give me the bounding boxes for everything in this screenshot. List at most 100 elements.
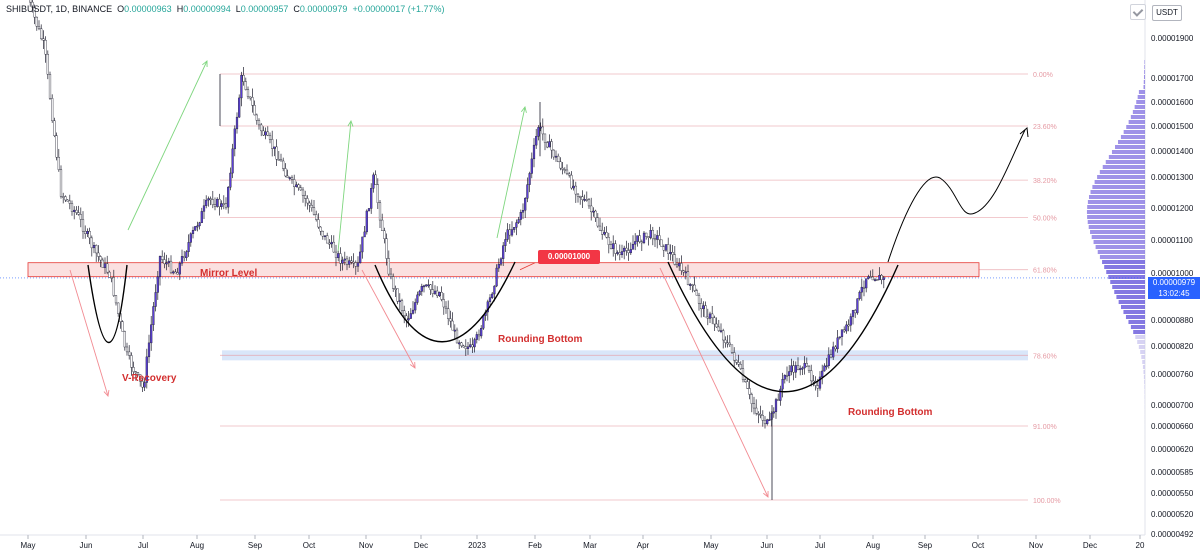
candle-body [383,230,386,239]
candle-body [768,419,771,421]
candle-body [134,371,137,374]
candle-body [297,184,300,188]
candle-body [425,284,428,287]
currency-unit-button[interactable]: USDT [1152,5,1182,21]
candle-body [242,75,245,82]
candle-body [807,365,811,371]
volume-profile-bar [1143,85,1145,89]
candle-body [843,329,846,332]
candle-body [139,374,142,382]
rounding-bottom-label-1: Rounding Bottom [498,334,583,345]
price-tick-label: 0.00000520 [1151,510,1194,519]
volume-profile-bar [1102,165,1145,169]
candle-body [46,54,49,75]
candle-body [772,411,775,414]
candle-body [858,291,861,299]
symbol-name[interactable]: SHIBUSDT [6,4,51,14]
candle-body [517,219,520,223]
candle-body [400,300,404,311]
candle-body [130,355,133,368]
candle-body [244,81,247,90]
candle-body [774,399,778,412]
candle-body [277,159,280,161]
candle-body [361,236,364,253]
candle-body [154,292,157,307]
candle-body [812,380,815,383]
time-tick-label: Nov [1029,541,1043,550]
candle-body [246,89,250,98]
candle-body [466,346,470,349]
volume-profile-bar [1087,200,1145,204]
volume-profile-bar [1118,300,1145,304]
candle-body [477,334,481,337]
candle-body [482,315,485,329]
candle-body [686,271,690,285]
candle-body [526,184,529,199]
volume-profile-bar [1093,240,1145,244]
candle-body [62,196,65,198]
candle-body [326,235,329,244]
candle-body [451,320,454,331]
candle-body [88,231,91,239]
candle-body [871,276,874,281]
volume-profile-bar [1087,215,1145,219]
candle-body [202,205,206,212]
candle-body [235,116,239,130]
collapse-chevron-icon[interactable] [1130,4,1146,20]
candle-body [576,193,580,197]
time-tick-label: Feb [528,541,542,550]
candle-body [114,295,118,304]
candle-body [744,379,747,382]
candle-body [191,230,195,234]
fib-level-label: 100.00% [1033,498,1061,505]
candle-body [662,246,665,251]
candle-body [398,300,401,303]
candle-body [636,235,639,242]
candle-body [306,198,309,204]
candle-body [123,331,126,348]
volume-profile-bar [1138,345,1145,349]
candle-body [339,253,342,264]
candle-body [84,230,87,234]
candle-body [537,127,540,137]
candle-body [310,204,313,208]
fibonacci-levels: 0.00% 23.60% 38.20% 50.00% 61.80% 78.60% 91.00… [220,72,1061,505]
candle-body [763,420,767,425]
candle-body [370,188,373,209]
volume-profile-bar [1112,285,1145,289]
candle-body [299,187,302,191]
symbol-exchange: BINANCE [72,4,113,14]
candle-body [627,250,630,254]
candle-body [759,414,762,416]
time-axis[interactable]: May Jun Jul Aug Sep Oct Nov Dec 2023 Feb Mar Apr May… [20,535,1145,550]
candle-body [356,262,360,267]
candle-body [491,293,494,298]
price-tick-label: 0.00000620 [1151,445,1194,454]
candle-body [365,210,368,233]
candle-body [315,214,318,220]
candle-body [724,339,727,343]
candle-body [515,222,518,228]
price-tick-label: 0.00001000 [1151,269,1194,278]
price-axis[interactable]: 0.00001900 0.00001700 0.00001600 0.00001500… [1151,34,1194,539]
candle-body [722,330,725,341]
candle-body [726,342,729,345]
volume-profile-bar [1092,185,1145,189]
candle-body [33,6,36,18]
candle-body [180,256,184,264]
trend-arrows [69,60,769,498]
price-tick-label: 0.00001900 [1151,34,1194,43]
candle-body [629,249,632,254]
candle-body [167,260,170,264]
candle-body [455,329,459,344]
candle-body [332,241,335,253]
candle-body [282,160,285,169]
symbol-interval[interactable]: 1D [55,4,68,14]
candle-body [845,324,848,332]
candle-body [187,242,190,252]
candle-body [222,203,225,205]
mirror-tag-pointer [519,262,536,271]
volume-profile-bar [1132,110,1145,114]
volume-profile-bar [1105,160,1145,164]
